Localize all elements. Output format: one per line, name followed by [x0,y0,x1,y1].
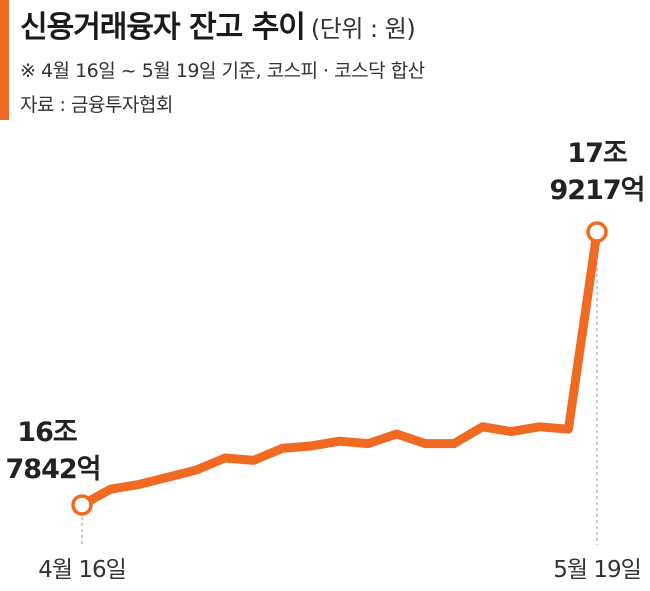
date-range-note: ※ 4월 16일 ~ 5월 19일 기준, 코스피 · 코스닥 합산 [20,60,425,82]
source-label: 자료 : 금융투자협회 [20,94,173,116]
unit-label: (단위 : 원) [310,15,416,43]
endpoint-marker [71,494,93,516]
title-accent-bar [0,0,9,120]
chart-title: 신용거래융자 잔고 추이 [20,10,306,45]
title-row: 신용거래융자 잔고 추이 (단위 : 원) [20,2,416,46]
start-value-label-line2: 7842억 [6,454,101,485]
end-value-label-line1: 17조 [567,138,627,169]
x-tick-label-start: 4월 16일 [38,557,126,583]
end-value-label-line2: 9217억 [550,175,645,206]
endpoint-marker [586,221,608,243]
series-line [77,227,602,510]
start-value-label-line1: 16조 [17,417,77,448]
x-tick-label-end: 5월 19일 [553,557,641,583]
